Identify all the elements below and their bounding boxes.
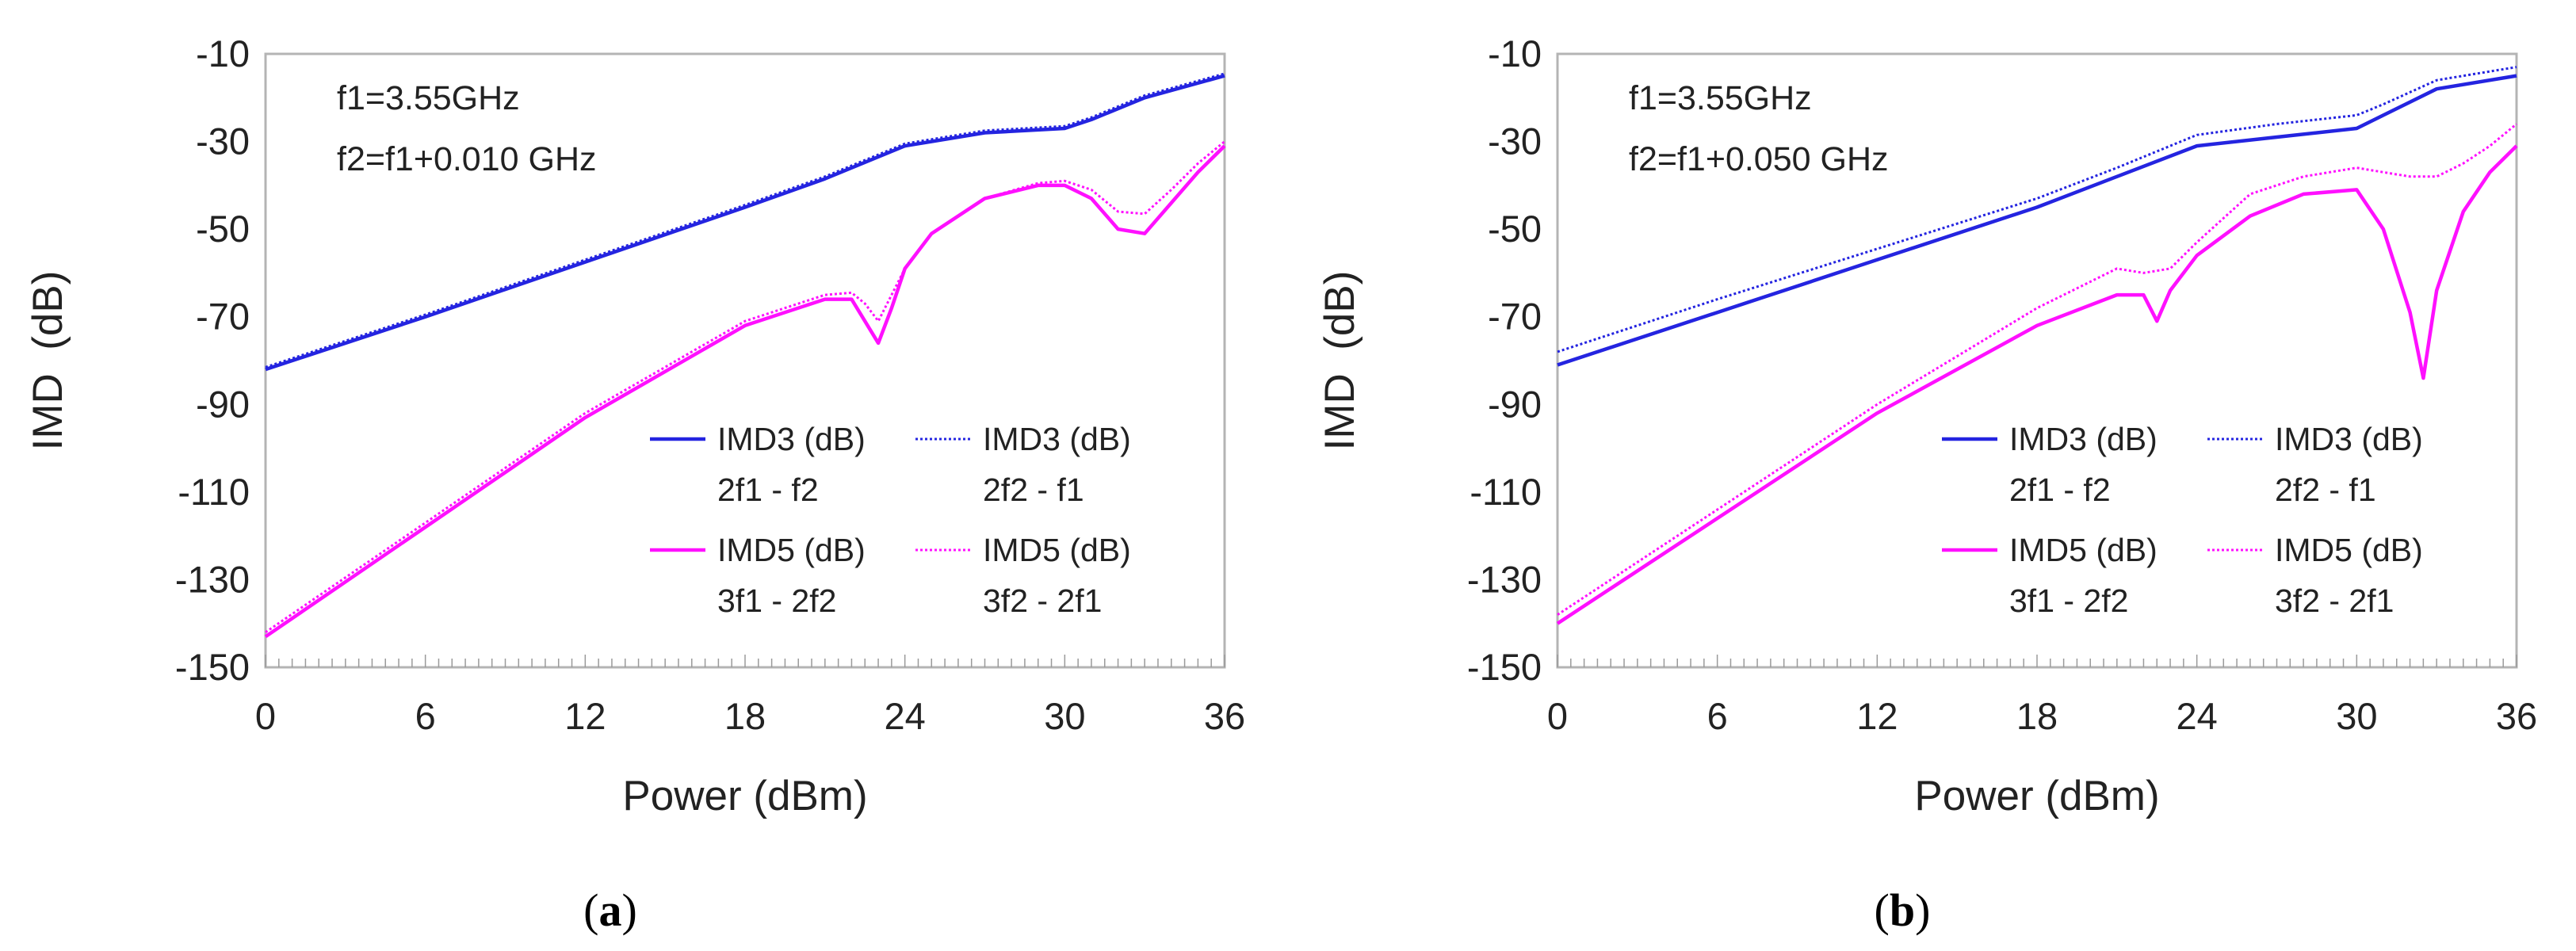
y-tick-label: -50 [1488,208,1542,250]
legend-entry: IMD5 (dB) 3f1 - 2f2 [650,532,866,619]
legend-label: IMD5 (dB) [983,532,1131,568]
legend-sublabel: 2f2 - f1 [2275,472,2376,508]
legend-sublabel: 3f1 - 2f2 [2009,582,2128,619]
series-line-2 [1557,66,2517,353]
y-tick-label: -50 [196,208,250,250]
legend-sublabel: 2f1 - f2 [717,472,819,508]
series-line-4 [265,140,1225,634]
panel-b: 0 6 12 18 24 30 36 -10 -30 -50 -70 -90 -110 -130 -150 P… [1317,32,2537,936]
y-tick-label: -10 [196,32,250,74]
x-tick-label: 30 [1044,695,1085,737]
annotation-text: f2=f1+0.010 GHz [337,140,597,178]
x-tick-label: 24 [2177,695,2218,737]
x-tick-label: 0 [1547,695,1568,737]
annotation-text: f2=f1+0.050 GHz [1629,140,1889,178]
legend-label: IMD3 (dB) [983,421,1131,457]
panel-caption: (b) [1875,884,1931,936]
plot-frame [1556,52,2518,669]
legend-label: IMD5 (dB) [2009,532,2157,568]
x-tick-label: 18 [724,695,766,737]
legend-sublabel: 2f2 - f1 [983,472,1084,508]
y-tick-label: -130 [1467,558,1542,600]
legend-sublabel: 3f1 - 2f2 [717,582,836,619]
y-tick-label: -150 [1467,646,1542,688]
y-tick-label: -150 [175,646,250,688]
legend-entry: IMD3 (dB) 2f2 - f1 [915,421,1131,508]
legend-entry: IMD3 (dB) 2f2 - f1 [2207,421,2423,508]
legend-entry: IMD5 (dB) 3f2 - 2f1 [915,532,1131,619]
x-tick-label: 24 [885,695,926,737]
legend-entry: IMD5 (dB) 3f1 - 2f2 [1942,532,2157,619]
x-axis-label: Power (dBm) [1914,773,2159,819]
x-tick-label: 6 [415,695,436,737]
legend-sublabel: 3f2 - 2f1 [983,582,1102,619]
legend-entry: IMD5 (dB) 3f2 - 2f1 [2207,532,2423,619]
series-line-1 [1557,74,2517,367]
legend-label: IMD5 (dB) [2275,532,2423,568]
panel-caption: (a) [583,884,637,936]
panel-a: 0 6 12 18 24 30 36 -10 -30 -50 -70 -90 -110 -130 -150 P… [25,32,1245,936]
annotation-text: f1=3.55GHz [337,79,520,117]
y-tick-label: -30 [196,120,250,162]
y-tick-label: -10 [1488,32,1542,74]
x-tick-label: 0 [255,695,276,737]
series-line-3 [1556,144,2518,625]
y-tick-label: -110 [178,471,250,513]
legend-label: IMD5 (dB) [717,532,866,568]
series-line-2 [265,72,1225,369]
y-tick-label: -70 [1488,296,1542,338]
y-tick-label: -90 [196,383,250,425]
x-tick-label: 6 [1707,695,1728,737]
y-axis-label: IMD (dB) [1317,271,1363,451]
x-tick-label: 30 [2336,695,2377,737]
plot-frame [264,52,1226,669]
x-tick-label: 12 [1856,695,1898,737]
x-axis-label: Power (dBm) [622,773,867,819]
annotation-text: f1=3.55GHz [1629,79,1812,117]
legend-label: IMD3 (dB) [2275,421,2423,457]
x-tick-label: 18 [2016,695,2058,737]
y-tick-label: -90 [1488,383,1542,425]
series-line-1 [265,74,1225,372]
legend-entry: IMD3 (dB) 2f1 - f2 [650,421,866,508]
y-tick-label: -130 [175,558,250,600]
y-tick-label: -70 [196,296,250,338]
x-tick-label: 12 [564,695,606,737]
x-tick-label: 36 [2496,695,2537,737]
legend-sublabel: 3f2 - 2f1 [2275,582,2394,619]
y-tick-label: -30 [1488,120,1542,162]
legend-label: IMD3 (dB) [717,421,866,457]
legend-sublabel: 2f1 - f2 [2009,472,2111,508]
y-axis-label: IMD (dB) [25,271,71,451]
x-tick-label: 36 [1204,695,1245,737]
legend-entry: IMD3 (dB) 2f1 - f2 [1942,421,2157,508]
y-tick-label: -110 [1470,471,1542,513]
legend-label: IMD3 (dB) [2009,421,2157,457]
